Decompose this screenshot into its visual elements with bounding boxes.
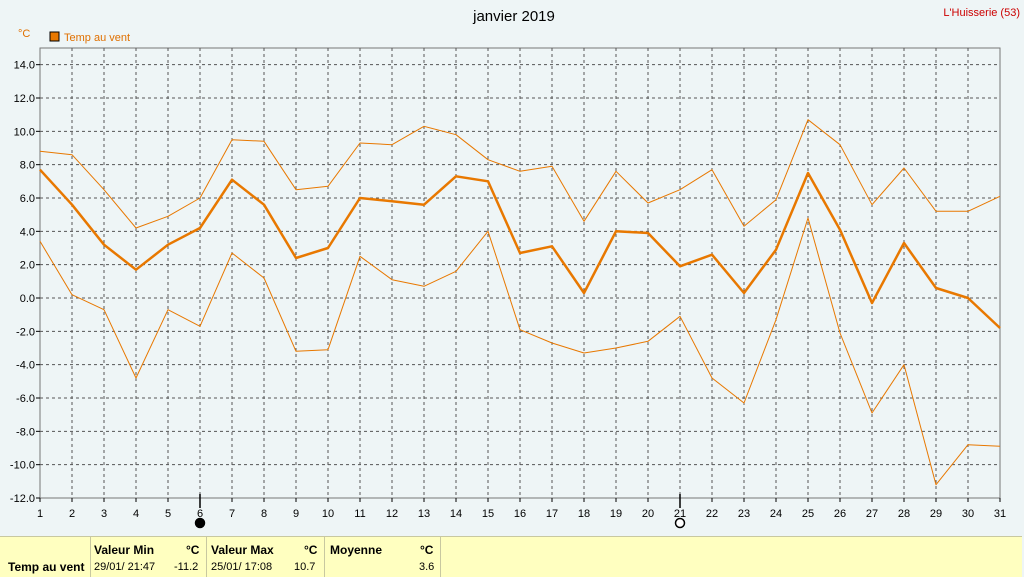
- stats-panel: Temp au vent Valeur Min °C 29/01/ 21:47 …: [0, 536, 1022, 577]
- x-tick-label: 14: [450, 508, 462, 520]
- y-tick-label: 14.0: [14, 60, 35, 72]
- x-tick-label: 13: [418, 508, 430, 520]
- x-tick-label: 16: [514, 508, 526, 520]
- stats-max-header: Valeur Max: [211, 543, 274, 557]
- x-tick-label: 12: [386, 508, 398, 520]
- stats-min-cell: Valeur Min °C 29/01/ 21:47 -11.2: [90, 537, 207, 577]
- x-tick-label: 21: [674, 508, 686, 520]
- x-tick-label: 6: [197, 508, 203, 520]
- y-tick-label: -8.0: [16, 426, 35, 438]
- temperature-chart: janvier 2019 L'Huisserie (53) °C Temp au…: [10, 7, 1020, 529]
- x-tick-label: 30: [962, 508, 974, 520]
- location-label: L'Huisserie (53): [943, 7, 1020, 19]
- series-line-max: [39, 119, 1001, 229]
- x-tick-label: 15: [482, 508, 494, 520]
- y-unit-label: °C: [18, 28, 30, 40]
- y-tick-label: 6.0: [20, 193, 35, 205]
- x-tick-label: 5: [165, 508, 171, 520]
- x-tick-label: 29: [930, 508, 942, 520]
- stats-max-cell: Valeur Max °C 25/01/ 17:08 10.7: [206, 537, 325, 577]
- full-moon-icon: [194, 517, 206, 529]
- y-tick-label: 2.0: [20, 260, 35, 272]
- y-tick-label: 12.0: [14, 93, 35, 105]
- x-tick-label: 26: [834, 508, 846, 520]
- y-tick-label: -10.0: [10, 460, 35, 472]
- x-tick-label: 19: [610, 508, 622, 520]
- stats-min-header: Valeur Min: [94, 543, 155, 557]
- stats-min-unit: °C: [186, 543, 200, 557]
- stats-row-label-cell: Temp au vent: [0, 537, 91, 577]
- x-tick-label: 3: [101, 508, 107, 520]
- moon-markers: [194, 494, 686, 529]
- series-group: [39, 119, 1001, 486]
- y-axis: 14.0 12.0 10.0 8.0 6.0 4.0 2.0 0.0 -2.0 -4.0 -6.0 -…: [10, 60, 40, 505]
- x-tick-label: 11: [354, 508, 365, 520]
- x-tick-label: 7: [229, 508, 235, 520]
- y-tick-label: 10.0: [14, 126, 35, 138]
- series-line-min: [39, 217, 1001, 486]
- stats-mean-cell: Moyenne °C 3.6: [324, 537, 441, 577]
- y-tick-label: 4.0: [20, 226, 35, 238]
- x-tick-label: 20: [642, 508, 654, 520]
- y-tick-label: -6.0: [16, 393, 35, 405]
- stats-mean-value: 3.6: [419, 561, 435, 573]
- x-tick-label: 27: [866, 508, 878, 520]
- x-tick-label: 10: [322, 508, 334, 520]
- stats-max-value: 10.7: [294, 561, 316, 573]
- stats-row-label: Temp au vent: [8, 560, 85, 574]
- series-line-mean: [39, 168, 1001, 329]
- x-tick-label: 31: [994, 508, 1006, 520]
- chart-title: janvier 2019: [472, 8, 555, 25]
- x-tick-label: 25: [802, 508, 814, 520]
- x-tick-label: 18: [578, 508, 590, 520]
- x-tick-label: 4: [133, 508, 139, 520]
- y-tick-label: -12.0: [10, 493, 35, 505]
- x-tick-label: 28: [898, 508, 910, 520]
- new-moon-icon: [674, 517, 686, 529]
- stats-mean-header: Moyenne: [330, 543, 383, 557]
- grid: [40, 48, 1000, 498]
- legend-label: Temp au vent: [64, 32, 130, 44]
- x-axis: 1 2 3 4 5 6 7 8 9 10 11 12 13 14 15 16 17 18 19 20 21 22 23 24 2…: [37, 498, 1006, 520]
- y-tick-label: 0.0: [20, 293, 35, 305]
- stats-mean-unit: °C: [420, 543, 434, 557]
- x-tick-label: 17: [546, 508, 558, 520]
- x-tick-label: 8: [261, 508, 267, 520]
- y-tick-label: 8.0: [20, 160, 35, 172]
- stats-max-date: 25/01/ 17:08: [211, 561, 273, 573]
- x-tick-label: 2: [69, 508, 75, 520]
- legend-swatch: [49, 31, 60, 42]
- y-tick-label: -4.0: [16, 360, 35, 372]
- x-tick-label: 9: [293, 508, 299, 520]
- x-tick-label: 24: [770, 508, 782, 520]
- stats-min-value: -11.2: [174, 561, 199, 573]
- y-tick-label: -2.0: [16, 326, 35, 338]
- x-tick-label: 1: [37, 508, 43, 520]
- stats-max-unit: °C: [304, 543, 318, 557]
- stats-min-date: 29/01/ 21:47: [94, 561, 156, 573]
- x-tick-label: 23: [738, 508, 750, 520]
- x-tick-label: 22: [706, 508, 718, 520]
